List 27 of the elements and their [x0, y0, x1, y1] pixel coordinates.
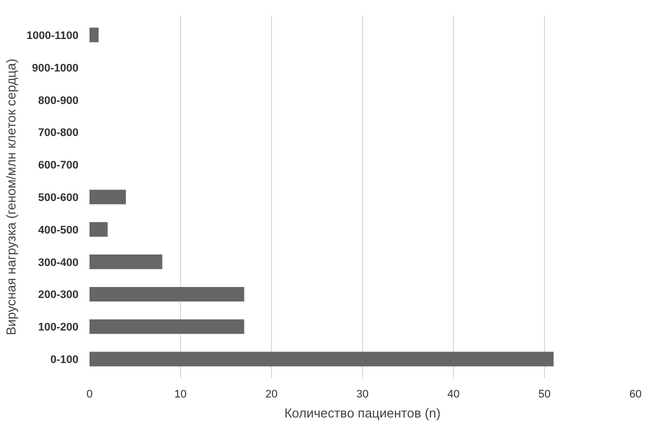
y-tick-label: 200-300: [38, 289, 79, 302]
x-tick-label: 60: [629, 388, 642, 400]
x-tick-label: 50: [538, 388, 551, 400]
y-tick-label: 700-800: [38, 127, 79, 140]
x-tick-label: 40: [447, 388, 460, 400]
bar: [90, 286, 244, 302]
y-tick-label: 0-100: [50, 354, 79, 366]
y-tick-label: 300-400: [38, 256, 79, 269]
x-tick-label: 20: [265, 388, 278, 400]
bar: [90, 28, 99, 42]
bar: [90, 222, 108, 237]
bar: [90, 190, 126, 204]
y-tick-label: 600-700: [38, 160, 79, 172]
y-tick-label: 100-200: [38, 322, 79, 334]
y-tick-label: 1000-1100: [26, 30, 78, 42]
y-tick-label: 400-500: [38, 224, 79, 236]
x-tick-label: 30: [356, 388, 369, 400]
x-tick-label: 10: [174, 388, 187, 400]
x-tick-label: 0: [86, 388, 93, 400]
y-tick-label: 500-600: [38, 192, 79, 204]
bar: [90, 254, 162, 270]
y-axis-title: Вирусная нагрузка (геном/млн клеток сердца): [4, 58, 18, 336]
bar: [90, 319, 244, 334]
x-axis-title: Количество пациентов (n): [284, 406, 441, 420]
y-tick-label: 900-1000: [32, 62, 79, 74]
bar: [90, 352, 554, 366]
y-tick-label: 800-900: [38, 94, 79, 107]
